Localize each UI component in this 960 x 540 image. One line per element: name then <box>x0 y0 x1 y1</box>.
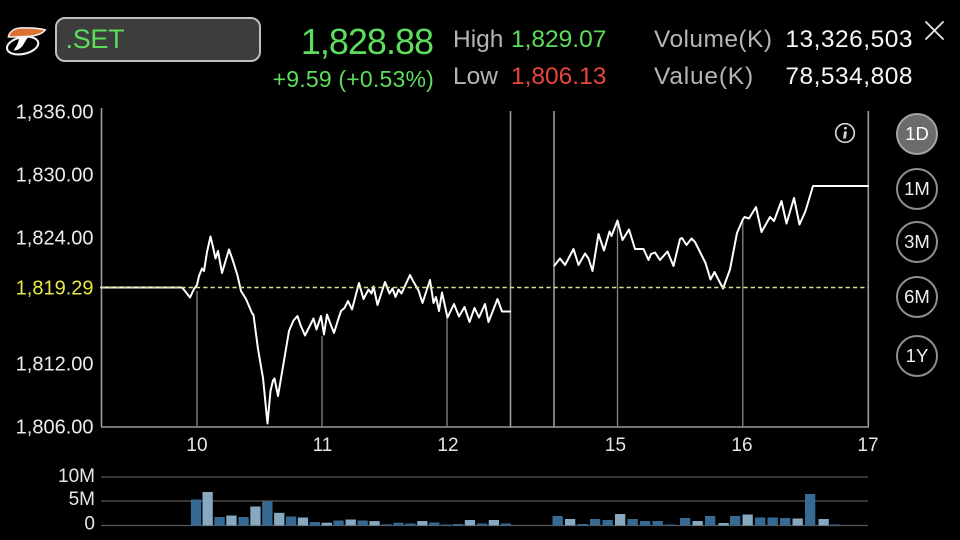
svg-text:15: 15 <box>605 435 626 456</box>
svg-text:1,836.00: 1,836.00 <box>16 102 94 124</box>
svg-text:16: 16 <box>731 435 752 456</box>
svg-text:1,806.00: 1,806.00 <box>16 417 94 439</box>
svg-text:12: 12 <box>437 435 458 456</box>
svg-text:10: 10 <box>186 435 207 456</box>
svg-text:10M: 10M <box>58 466 95 487</box>
svg-text:1,819.29: 1,819.29 <box>16 278 94 300</box>
svg-text:1,830.00: 1,830.00 <box>16 165 94 187</box>
svg-text:17: 17 <box>857 435 878 456</box>
svg-text:11: 11 <box>313 435 333 456</box>
svg-text:5M: 5M <box>69 489 95 510</box>
svg-text:1,824.00: 1,824.00 <box>16 228 94 250</box>
svg-text:1,812.00: 1,812.00 <box>16 354 94 376</box>
svg-text:0: 0 <box>84 514 95 535</box>
